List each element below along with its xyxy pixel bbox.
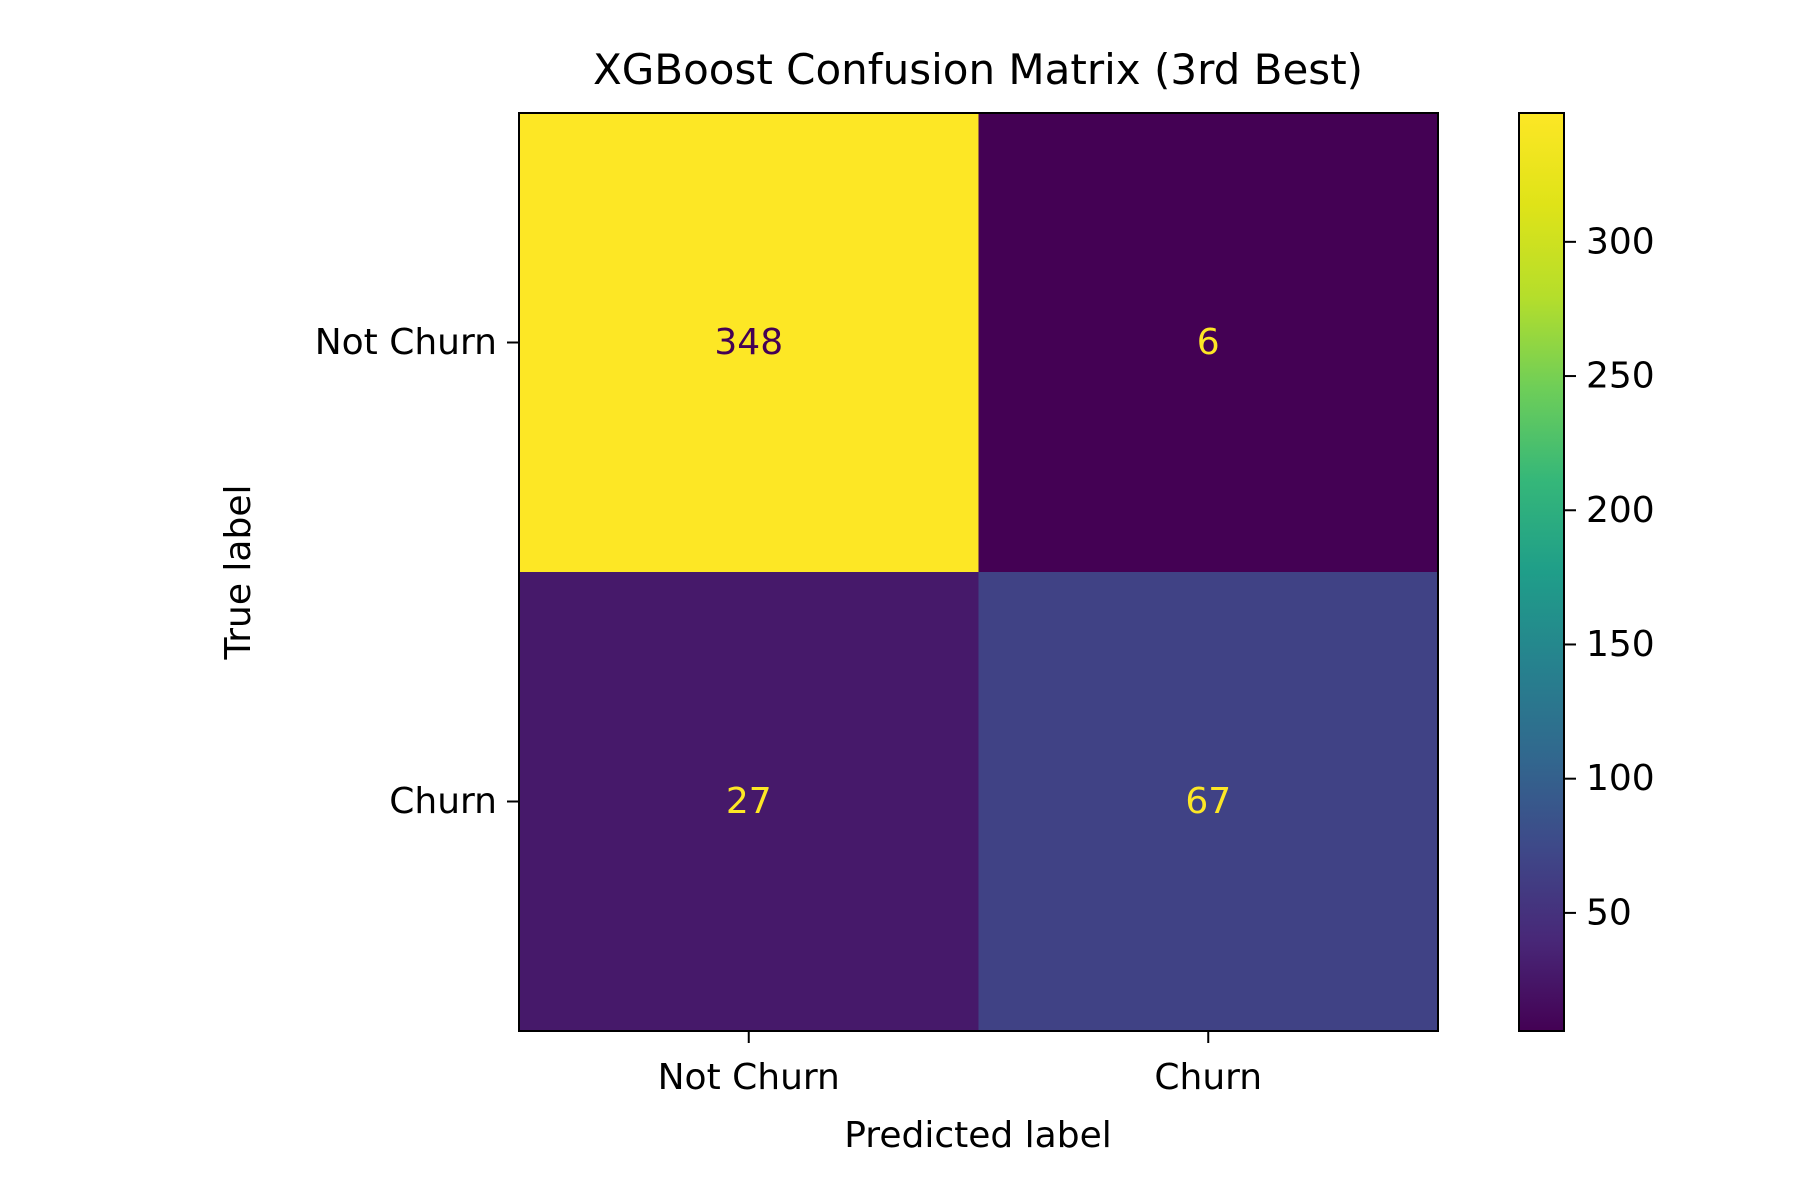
matrix-cell-value: 348 bbox=[714, 322, 783, 363]
y-tick-label: Not Churn bbox=[315, 322, 497, 363]
colorbar-tick-label: 150 bbox=[1586, 624, 1655, 665]
x-tick-label: Churn bbox=[1154, 1057, 1262, 1098]
y-axis-label: True label bbox=[218, 485, 259, 661]
colorbar-tick-label: 250 bbox=[1586, 356, 1655, 397]
matrix-cell bbox=[519, 572, 979, 1032]
chart-title: XGBoost Confusion Matrix (3rd Best) bbox=[593, 45, 1363, 94]
matrix-cell-value: 27 bbox=[726, 781, 772, 822]
matrix-cells bbox=[519, 113, 1439, 1032]
matrix-cell bbox=[519, 113, 979, 573]
y-axis-ticks: Not Churn Churn bbox=[315, 322, 519, 822]
y-tick-label: Churn bbox=[389, 781, 497, 822]
matrix-cell-value: 6 bbox=[1197, 322, 1220, 363]
colorbar-ticks: 50 100 150 200 250 300 bbox=[1564, 221, 1655, 933]
matrix-cell bbox=[978, 572, 1439, 1032]
matrix-cell bbox=[978, 113, 1439, 573]
colorbar-tick-label: 100 bbox=[1586, 758, 1655, 799]
x-axis-ticks: Not Churn Churn bbox=[658, 1031, 1262, 1098]
colorbar bbox=[1518, 112, 1565, 1032]
colorbar-tick-label: 300 bbox=[1586, 221, 1655, 262]
plot-frame bbox=[518, 112, 1439, 1032]
matrix-cell-value: 67 bbox=[1185, 781, 1231, 822]
x-tick-label: Not Churn bbox=[658, 1057, 840, 1098]
colorbar-tick-label: 50 bbox=[1586, 892, 1632, 933]
colorbar-tick-label: 200 bbox=[1586, 490, 1655, 531]
matrix-cell-labels: 348 6 27 67 bbox=[714, 322, 1231, 822]
x-axis-label: Predicted label bbox=[844, 1115, 1112, 1156]
